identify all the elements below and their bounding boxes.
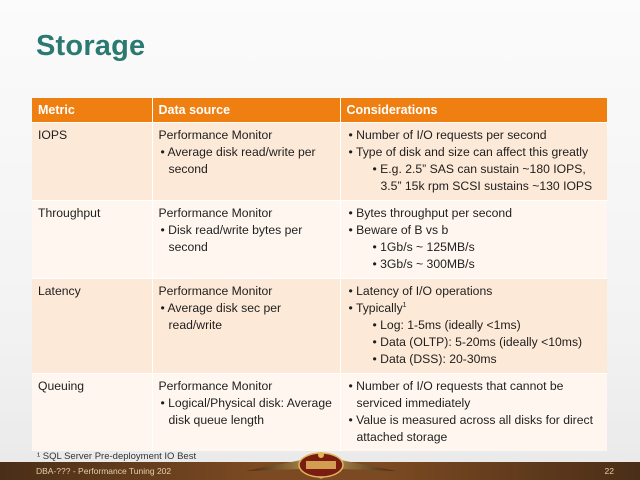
header-metric: Metric [32, 98, 153, 123]
metric-cell: Latency [32, 278, 153, 374]
footnote-marker: 1 [402, 301, 407, 309]
consideration-bullet: • Number of I/O requests that cannot be … [348, 379, 564, 410]
consideration-bullet: • Number of I/O requests per second [348, 128, 547, 142]
consideration-sub-bullet: • E.g. 2.5” SAS can sustain ~180 IOPS, [372, 162, 586, 176]
table-row: Throughput Performance Monitor • Disk re… [32, 200, 607, 279]
metric-name: Throughput [38, 206, 101, 220]
considerations-cell: • Number of I/O requests that cannot be … [340, 373, 607, 451]
page-number: 22 [604, 466, 614, 476]
consideration-text: Typically [355, 301, 403, 315]
consideration-bullet: • Value is measured across all disks for… [348, 413, 594, 444]
source-bullet-text: Logical/Physical disk: Average disk queu… [168, 396, 332, 427]
source-bullet: • Logical/Physical disk: Average disk qu… [160, 396, 332, 427]
source-name: Performance Monitor [158, 379, 273, 393]
footer-course-label: DBA-??? - Performance Tuning 202 [36, 466, 172, 476]
consideration-text: Number of I/O requests per second [356, 128, 547, 142]
source-name: Performance Monitor [158, 128, 273, 142]
consideration-continuation: 3.5” 15k rpm SCSI sustains ~130 IOPS [380, 179, 593, 193]
consideration-text: Number of I/O requests that cannot be se… [356, 379, 564, 410]
consideration-bullet: • Typically1 [348, 301, 407, 315]
consideration-bullet: • Type of disk and size can affect this … [348, 145, 589, 159]
consideration-text: Beware of B vs b [356, 223, 449, 237]
table-row: IOPS Performance Monitor • Average disk … [32, 122, 607, 201]
consideration-text: Bytes throughput per second [356, 206, 512, 220]
consideration-text: Latency of I/O operations [356, 284, 493, 298]
slide-title: Storage [36, 30, 146, 62]
source-name: Performance Monitor [158, 206, 273, 220]
metric-cell: Throughput [32, 200, 153, 279]
source-name: Performance Monitor [158, 284, 273, 298]
source-cell: Performance Monitor • Average disk read/… [152, 122, 341, 201]
table-row: Queuing Performance Monitor • Logical/Ph… [32, 373, 607, 451]
header-data-source: Data source [152, 98, 341, 123]
considerations-cell: • Number of I/O requests per second • Ty… [340, 122, 607, 201]
consideration-bullet: • Beware of B vs b [348, 223, 449, 237]
consideration-sub-bullet: • Data (DSS): 20-30ms [372, 352, 497, 366]
consideration-sub-bullet: • 1Gb/s ~ 125MB/s [372, 240, 475, 254]
conference-logo-icon [246, 452, 396, 479]
consideration-text: Log: 1-5ms (ideally <1ms) [380, 318, 521, 332]
consideration-bullet: • Bytes throughput per second [348, 206, 513, 220]
source-bullet: • Average disk sec per read/write [160, 301, 282, 332]
header-considerations: Considerations [340, 98, 607, 123]
source-bullet: • Average disk read/write per second [160, 145, 316, 176]
source-cell: Performance Monitor • Average disk sec p… [152, 278, 341, 374]
source-bullet-text: Disk read/write bytes per second [168, 223, 303, 254]
source-cell: Performance Monitor • Disk read/write by… [152, 200, 341, 279]
source-bullet: • Disk read/write bytes per second [160, 223, 303, 254]
consideration-text: E.g. 2.5” SAS can sustain ~180 IOPS, [380, 162, 586, 176]
metric-name: IOPS [38, 128, 68, 142]
consideration-text: Data (OLTP): 5-20ms (ideally <10ms) [380, 335, 583, 349]
consideration-sub-bullet: • Log: 1-5ms (ideally <1ms) [372, 318, 521, 332]
source-bullet-text: Average disk read/write per second [167, 145, 316, 176]
source-bullet-text: Average disk sec per read/write [167, 301, 282, 332]
source-cell: Performance Monitor • Logical/Physical d… [152, 373, 341, 451]
consideration-text: 1Gb/s ~ 125MB/s [380, 240, 475, 254]
metric-cell: Queuing [32, 373, 153, 451]
considerations-cell: • Latency of I/O operations • Typically1… [340, 278, 607, 374]
consideration-sub-bullet: • Data (OLTP): 5-20ms (ideally <10ms) [372, 335, 583, 349]
table-header-row: Metric Data source Considerations [32, 98, 607, 123]
consideration-text: Data (DSS): 20-30ms [380, 352, 497, 366]
metric-name: Queuing [38, 379, 85, 393]
consideration-text: 3Gb/s ~ 300MB/s [380, 257, 475, 271]
consideration-bullet: • Latency of I/O operations [348, 284, 493, 298]
consideration-text: Type of disk and size can affect this gr… [355, 145, 589, 159]
metric-name: Latency [38, 284, 81, 298]
storage-metrics-table: Metric Data source Considerations IOPS P… [32, 98, 607, 451]
considerations-cell: • Bytes throughput per second • Beware o… [340, 200, 607, 279]
table-row: Latency Performance Monitor • Average di… [32, 278, 607, 374]
metric-cell: IOPS [32, 122, 153, 201]
consideration-sub-bullet: • 3Gb/s ~ 300MB/s [372, 257, 475, 271]
consideration-text: Value is measured across all disks for d… [356, 413, 594, 444]
